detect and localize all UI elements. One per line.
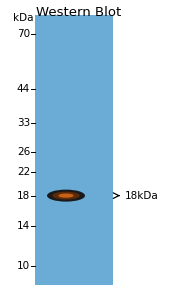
Bar (35, 15, 113, 285)
Ellipse shape (58, 194, 74, 198)
Text: 22: 22 (17, 167, 30, 177)
Text: Western Blot: Western Blot (36, 6, 122, 19)
Text: 70: 70 (17, 29, 30, 39)
Ellipse shape (52, 192, 80, 200)
Text: 18kDa: 18kDa (125, 190, 159, 201)
Text: kDa: kDa (12, 13, 33, 23)
Text: 14: 14 (17, 220, 30, 231)
Text: 10: 10 (17, 261, 30, 271)
Text: 33: 33 (17, 118, 30, 128)
Text: 26: 26 (17, 147, 30, 157)
Text: 44: 44 (17, 84, 30, 94)
Ellipse shape (47, 190, 85, 202)
Text: 18: 18 (17, 190, 30, 201)
